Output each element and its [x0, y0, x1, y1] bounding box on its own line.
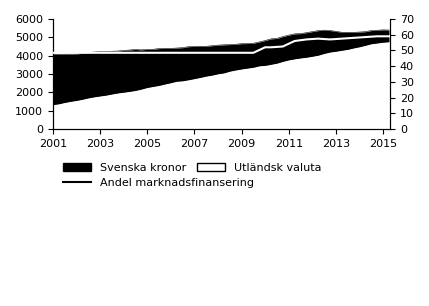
Legend: Andel marknadsfinansering: Andel marknadsfinansering — [58, 173, 258, 192]
